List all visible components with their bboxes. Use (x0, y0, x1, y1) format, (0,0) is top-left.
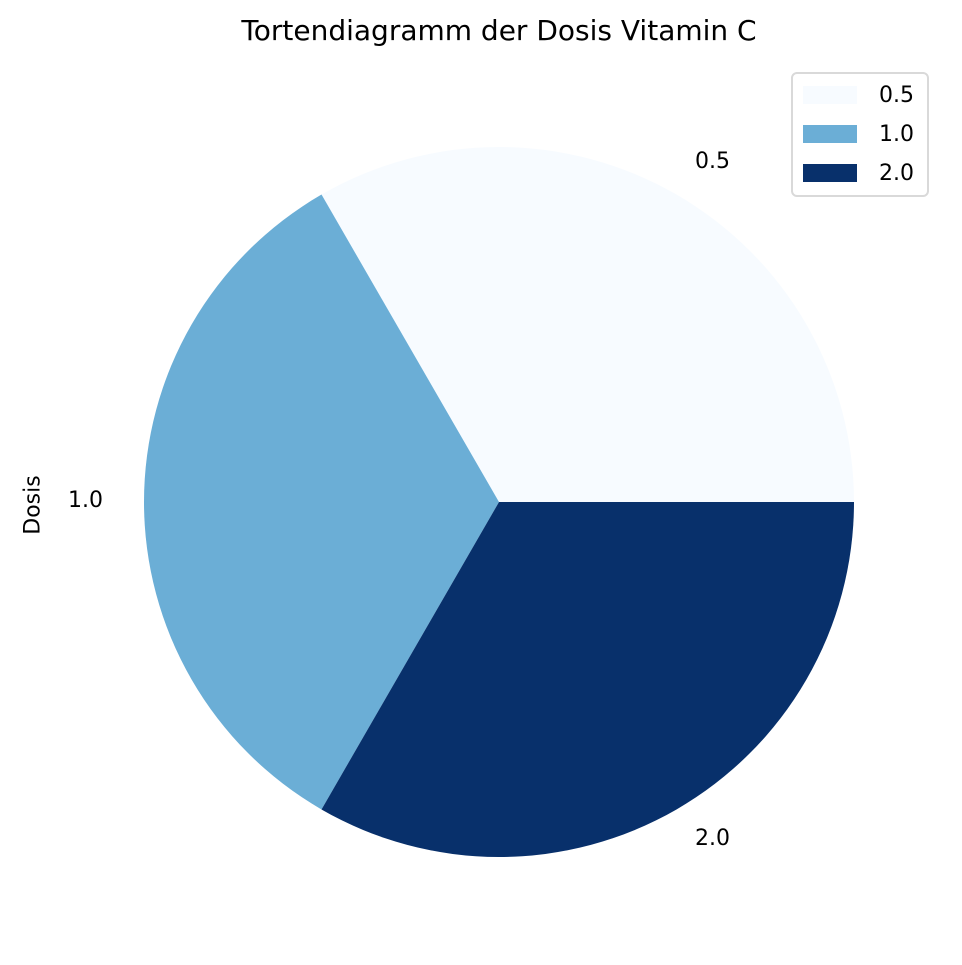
slice-label-2-0: 2.0 (695, 826, 730, 851)
pie-slices (144, 147, 854, 857)
pie-slice-0-5 (321, 147, 854, 503)
slice-label-1-0: 1.0 (68, 488, 103, 513)
chart-title: Tortendiagramm der Dosis Vitamin C (241, 14, 757, 47)
pie-slice-2-0 (321, 502, 854, 857)
legend-swatch-1-0 (803, 125, 857, 143)
legend-item-0-5: 0.5 (803, 82, 914, 108)
legend-label: 0.5 (879, 82, 914, 108)
legend: 0.5 1.0 2.0 (791, 72, 929, 197)
legend-swatch-0-5 (803, 86, 857, 104)
legend-item-2-0: 2.0 (803, 160, 914, 186)
slice-label-0-5: 0.5 (695, 149, 730, 174)
legend-item-1-0: 1.0 (803, 121, 914, 147)
legend-swatch-2-0 (803, 164, 857, 182)
pie-slice-1-0 (144, 194, 499, 810)
legend-label: 1.0 (879, 121, 914, 147)
legend-label: 2.0 (879, 160, 914, 186)
